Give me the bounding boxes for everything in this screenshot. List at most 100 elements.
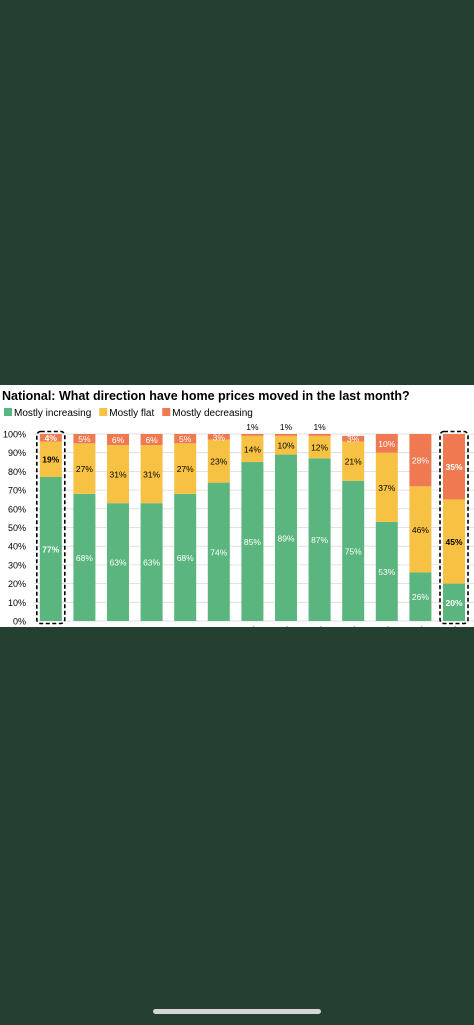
legend-label-2: Mostly decreasing — [172, 408, 253, 419]
bar-segment — [342, 441, 365, 481]
bar-segment — [73, 493, 96, 621]
data-label: 68% — [177, 553, 194, 563]
bar-segment — [241, 462, 264, 621]
legend-swatch-1 — [99, 408, 108, 416]
bar-segment — [39, 434, 62, 442]
bar-segment — [207, 439, 230, 483]
legend-swatch-2 — [162, 408, 171, 416]
data-label: 27% — [177, 464, 194, 474]
bar-segment — [275, 434, 297, 436]
bar-segment — [39, 477, 62, 621]
y-tick-label: 20% — [8, 579, 26, 589]
home-indicator[interactable] — [153, 1009, 321, 1014]
bar-segment — [174, 493, 197, 621]
bar-segment — [308, 434, 331, 436]
x-tick-label: Aug-21 — [64, 624, 92, 627]
data-label: 89% — [277, 533, 294, 543]
data-label: 27% — [76, 464, 93, 474]
y-tick-label: 70% — [8, 486, 26, 496]
bar-segment — [375, 434, 398, 453]
bar-segment — [73, 443, 96, 494]
data-label: 23% — [210, 457, 227, 467]
y-tick-label: 90% — [8, 448, 26, 458]
data-label: 45% — [445, 537, 462, 547]
x-tick-label: Oct-21 — [133, 624, 159, 627]
bar-segment — [39, 441, 62, 478]
data-label: 4% — [45, 433, 58, 443]
x-tick-label: Nov-21 — [165, 624, 193, 627]
bar-segment — [241, 435, 264, 463]
data-label: 77% — [42, 545, 59, 555]
data-label: 12% — [311, 443, 328, 453]
x-tick-label: Jan-22 — [233, 624, 260, 627]
x-tick-label: Mar-22 — [300, 624, 327, 627]
data-label: 28% — [412, 456, 429, 466]
data-label: 14% — [244, 444, 261, 454]
data-label: 68% — [76, 553, 93, 563]
bar-segment — [443, 583, 465, 621]
y-tick-label: 40% — [8, 542, 26, 552]
legend: Mostly increasing Mostly flat Mostly decre… — [4, 408, 253, 419]
data-label: 10% — [277, 441, 294, 451]
bar-segment — [443, 499, 465, 584]
legend-swatch-0 — [4, 408, 12, 416]
data-label: 10% — [378, 439, 395, 449]
data-label: 31% — [143, 470, 160, 480]
data-label: 74% — [210, 547, 227, 557]
bar-segment — [174, 434, 197, 444]
data-label: 46% — [412, 525, 429, 535]
data-label: 85% — [244, 537, 261, 547]
bar-segment — [342, 435, 365, 442]
bar-segment — [375, 452, 398, 522]
x-tick-label: Feb-22 — [266, 624, 293, 627]
data-label: 5% — [78, 434, 91, 444]
chart-title: National: What direction have home price… — [2, 389, 410, 403]
bar-segment — [275, 454, 297, 621]
bar-segment — [207, 482, 230, 621]
x-tick-label: Dec-21 — [199, 624, 227, 627]
chart-card: National: What direction have home price… — [0, 385, 474, 627]
bar-segment — [443, 434, 465, 500]
data-label: 87% — [311, 535, 328, 545]
bar-segment — [140, 503, 163, 621]
y-tick-label: 50% — [8, 523, 26, 533]
data-label: 3% — [347, 434, 360, 444]
data-label: 6% — [112, 435, 125, 445]
highlight-box — [439, 430, 469, 625]
bar-segment — [409, 572, 432, 621]
y-tick-label: 60% — [8, 504, 26, 514]
data-label: 26% — [412, 592, 429, 602]
bar-segment — [308, 458, 331, 621]
bar-segment — [174, 443, 197, 494]
bar-segment — [140, 434, 163, 446]
bar-segment — [375, 521, 398, 621]
bar-segment — [73, 434, 96, 444]
data-label: 3% — [213, 432, 226, 442]
data-label: 35% — [445, 462, 462, 472]
y-tick-label: 30% — [8, 560, 26, 570]
bar-segment — [241, 434, 264, 436]
bar-segment — [342, 480, 365, 621]
data-label: 21% — [345, 457, 362, 467]
bar-segment — [308, 435, 331, 459]
legend-label-0: Mostly increasing — [14, 408, 91, 419]
legend-label-1: Mostly flat — [109, 408, 154, 419]
data-label: 1% — [313, 422, 326, 432]
bar-segment — [275, 435, 297, 455]
data-label: 19% — [42, 455, 59, 465]
bar-segment — [107, 503, 129, 621]
data-label: 1% — [246, 422, 259, 432]
highlight-box — [35, 430, 66, 625]
bars: 77% 19% 4% 68% 27% 5% 63% 31% 6% 63% 31% 6% 68% 27% 5%… — [39, 422, 465, 621]
y-tick-label: 10% — [8, 598, 26, 608]
highlight-boxes — [35, 430, 469, 625]
bar-segment — [409, 434, 432, 487]
data-label: 37% — [378, 483, 395, 493]
data-label: 53% — [378, 567, 395, 577]
bar-segment — [107, 445, 129, 504]
y-axis: 0% 10% 20% 30% 40% 50% 60% 70% 80% 90% 100% — [3, 430, 26, 627]
bar-segment — [409, 486, 432, 573]
x-tick-label: May-22 — [366, 624, 394, 627]
stacked-bar-chart: National: What direction have home price… — [2, 389, 474, 627]
data-label: 31% — [109, 470, 126, 480]
